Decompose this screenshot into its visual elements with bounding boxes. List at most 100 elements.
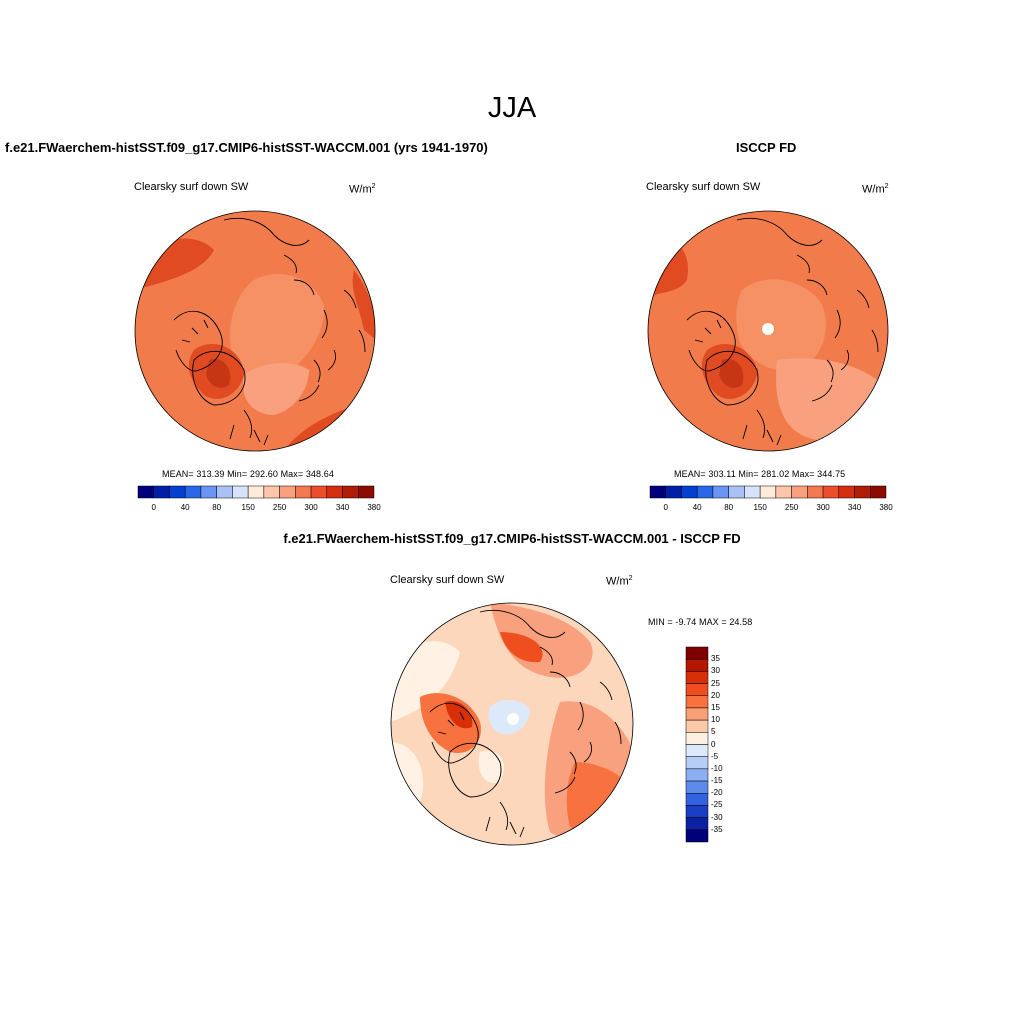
model-colorbar-tick-label: 0 bbox=[151, 503, 156, 512]
diff-colorbar-tick-label: -15 bbox=[711, 776, 723, 786]
model-colorbar-tick-label: 40 bbox=[180, 503, 190, 512]
diff-colorbar-swatch bbox=[685, 719, 709, 733]
obs-coastlines bbox=[686, 217, 879, 446]
model-greenland-darker bbox=[206, 359, 231, 388]
model-colorbar-swatch bbox=[200, 485, 217, 499]
obs-colorbar-ticks: 0 40 80 150 250 300 340 380 bbox=[650, 503, 892, 515]
diff-colorbar-swatch bbox=[685, 707, 709, 721]
diff-colorbar-swatch bbox=[685, 646, 709, 660]
model-polar-map bbox=[134, 210, 376, 452]
obs-colorbar-swatch bbox=[649, 485, 666, 499]
diff-contour-salmon bbox=[490, 603, 593, 678]
diff-contour-cream bbox=[478, 751, 504, 783]
diff-map-border bbox=[390, 602, 634, 846]
diff-colorbar-swatch bbox=[685, 658, 709, 672]
model-colorbar-tick-label: 250 bbox=[272, 503, 287, 512]
obs-colorbar-swatch bbox=[665, 485, 682, 499]
diff-colorbar-tick-label: -5 bbox=[711, 751, 719, 761]
diff-contour-orange bbox=[566, 762, 633, 831]
obs-colorbar-tick-label: 340 bbox=[847, 503, 862, 512]
obs-colorbar-swatch bbox=[870, 485, 887, 499]
diff-colorbar-tick-label: 15 bbox=[711, 702, 720, 712]
model-colorbar-swatch bbox=[232, 485, 249, 499]
obs-colorbar-swatch bbox=[728, 485, 745, 499]
model-colorbar-swatch bbox=[358, 485, 375, 499]
model-panel-title: f.e21.FWaerchem-histSST.f09_g17.CMIP6-hi… bbox=[5, 140, 488, 155]
obs-map-border bbox=[647, 210, 889, 452]
model-map-border bbox=[134, 210, 376, 452]
obs-colorbar-swatch bbox=[744, 485, 761, 499]
diff-colorbar-swatch bbox=[685, 671, 709, 684]
model-variable-label: Clearsky surf down SW bbox=[134, 181, 249, 193]
obs-contour-salmon bbox=[736, 279, 826, 371]
diff-contour-darkred bbox=[445, 701, 473, 729]
season-title: JJA bbox=[487, 92, 537, 124]
diff-colorbar-tick-label: 35 bbox=[711, 654, 720, 664]
obs-colorbar bbox=[649, 485, 887, 499]
model-units-label: W/m2 bbox=[349, 183, 376, 196]
diff-colorbar-ticks: 35 30 25 20 15 10 5 0 -5 -10 -15 -20 -25 -30 -35 bbox=[711, 647, 751, 842]
obs-colorbar-tick-label: 250 bbox=[784, 503, 799, 512]
obs-colorbar-swatch bbox=[775, 485, 792, 499]
obs-colorbar-tick-label: 40 bbox=[692, 503, 702, 512]
obs-stats: MEAN= 303.11 Min= 281.02 Max= 344.75 bbox=[674, 469, 846, 479]
obs-variable-label: Clearsky surf down SW bbox=[646, 181, 761, 193]
diff-colorbar-tick-label: 5 bbox=[711, 727, 716, 737]
obs-polar-map bbox=[647, 210, 889, 452]
model-colorbar-swatch bbox=[310, 485, 328, 499]
diff-variable-label: Clearsky surf down SW bbox=[390, 574, 505, 586]
model-colorbar-tick-label: 80 bbox=[212, 503, 222, 512]
model-colorbar-swatch bbox=[295, 485, 312, 499]
obs-colorbar-tick-label: 300 bbox=[816, 503, 830, 512]
diff-polar-gap bbox=[507, 713, 519, 725]
obs-polar-gap bbox=[762, 323, 774, 335]
obs-colorbar-swatch bbox=[838, 485, 855, 499]
model-colorbar-swatch bbox=[263, 485, 280, 499]
diff-colorbar-tick-label: -25 bbox=[711, 800, 723, 810]
obs-colorbar-swatch bbox=[791, 485, 808, 499]
diff-contour-red bbox=[500, 632, 543, 663]
diff-colorbar-tick-label: 10 bbox=[711, 715, 720, 725]
diff-colorbar-tick-label: -10 bbox=[711, 763, 723, 773]
model-colorbar-swatch bbox=[137, 485, 154, 499]
diff-colorbar bbox=[685, 646, 709, 843]
diff-colorbar-swatch bbox=[685, 683, 709, 697]
obs-colorbar-tick-label: 380 bbox=[879, 503, 893, 512]
model-colorbar-swatch bbox=[247, 485, 265, 499]
diff-colorbar-tick-label: 30 bbox=[711, 666, 720, 676]
diff-colorbar-tick-label: -30 bbox=[711, 812, 723, 822]
model-colorbar-tick-label: 150 bbox=[241, 503, 255, 512]
diff-stats: MIN = -9.74 MAX = 24.58 bbox=[648, 617, 753, 627]
obs-greenland-darker bbox=[719, 359, 744, 388]
model-colorbar-swatch bbox=[216, 485, 233, 499]
model-colorbar-swatch bbox=[169, 485, 186, 499]
obs-colorbar-swatch bbox=[759, 485, 777, 499]
diff-coastlines bbox=[429, 609, 622, 838]
obs-units-label: W/m2 bbox=[862, 183, 889, 196]
diff-colorbar-swatch bbox=[685, 817, 709, 831]
diff-colorbar-swatch bbox=[685, 744, 709, 757]
obs-colorbar-swatch bbox=[854, 485, 871, 499]
model-colorbar-swatch bbox=[279, 485, 296, 499]
diff-colorbar-tick-label: 25 bbox=[711, 678, 720, 688]
diff-colorbar-swatch bbox=[685, 768, 709, 782]
diff-colorbar-tick-label: -35 bbox=[711, 824, 723, 834]
model-colorbar-tick-label: 340 bbox=[335, 503, 350, 512]
model-contour-salmon bbox=[230, 274, 325, 380]
diff-polar-map bbox=[390, 602, 634, 846]
model-coastlines bbox=[173, 217, 366, 446]
model-colorbar-swatch bbox=[326, 485, 343, 499]
obs-colorbar-swatch bbox=[712, 485, 729, 499]
obs-colorbar-swatch bbox=[681, 485, 698, 499]
model-colorbar-swatch bbox=[153, 485, 170, 499]
diff-colorbar-tick-label: 20 bbox=[711, 690, 720, 700]
obs-colorbar-tick-label: 0 bbox=[663, 503, 668, 512]
diff-colorbar-swatch bbox=[685, 756, 709, 770]
diff-colorbar-tick-label: 0 bbox=[711, 739, 716, 749]
diff-colorbar-swatch bbox=[685, 805, 709, 818]
model-colorbar-swatch bbox=[184, 485, 202, 499]
model-colorbar-tick-label: 300 bbox=[304, 503, 318, 512]
diff-colorbar-swatch bbox=[685, 793, 709, 806]
diff-colorbar-tick-label: -20 bbox=[711, 788, 723, 798]
obs-colorbar-tick-label: 80 bbox=[724, 503, 734, 512]
